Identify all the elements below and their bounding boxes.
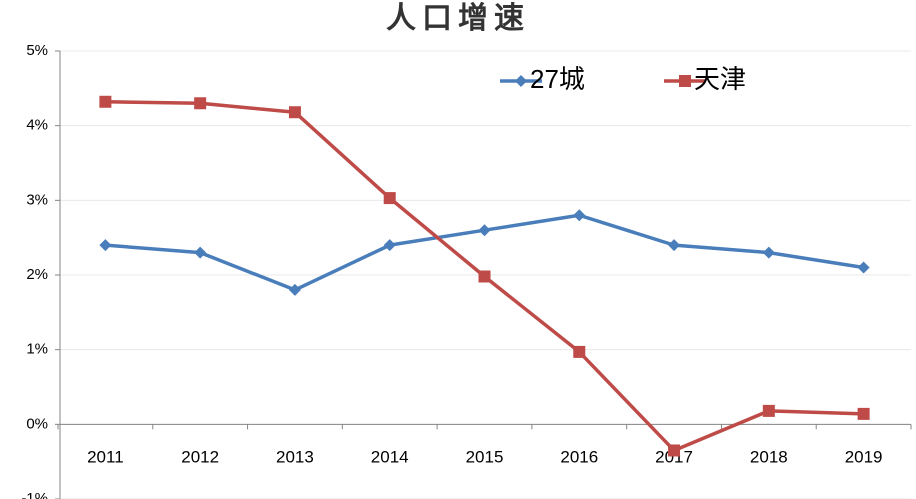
marker — [762, 246, 775, 259]
marker — [668, 239, 681, 252]
marker — [478, 270, 491, 283]
marker — [288, 106, 301, 119]
marker — [383, 239, 396, 252]
y-tick-label: -1% — [21, 490, 48, 499]
marker — [573, 209, 586, 222]
marker — [478, 224, 491, 237]
y-tick-label: 5% — [26, 42, 48, 59]
series — [99, 95, 870, 457]
series — [99, 209, 870, 296]
marker — [857, 407, 870, 420]
marker — [668, 444, 681, 457]
x-tick-label: 2015 — [466, 447, 504, 466]
marker — [679, 75, 691, 87]
y-tick-label: 0% — [26, 415, 48, 432]
y-tick-label: 3% — [26, 191, 48, 208]
y-tick-label: 2% — [26, 266, 48, 283]
x-tick-label: 2014 — [371, 447, 409, 466]
marker — [383, 192, 396, 205]
marker — [288, 283, 301, 296]
chart-title: 人口增速 — [386, 1, 530, 36]
x-tick-label: 2019 — [845, 447, 883, 466]
x-tick-label: 2013 — [276, 447, 314, 466]
y-tick-label: 4% — [26, 117, 48, 134]
marker — [515, 75, 527, 87]
x-tick-label: 2011 — [87, 447, 124, 466]
marker — [194, 97, 207, 110]
marker — [194, 246, 207, 259]
legend-label: 27城 — [530, 64, 585, 94]
x-tick-label: 2017 — [655, 447, 693, 466]
y-tick-label: 1% — [26, 341, 48, 358]
x-tick-label: 2012 — [181, 447, 219, 466]
x-tick-label: 2018 — [750, 447, 788, 466]
legend-label: 天津 — [694, 64, 746, 94]
marker — [857, 261, 870, 274]
marker — [99, 95, 112, 108]
marker — [762, 404, 775, 417]
marker — [573, 345, 586, 358]
x-tick-label: 2016 — [560, 447, 598, 466]
marker — [99, 239, 112, 252]
